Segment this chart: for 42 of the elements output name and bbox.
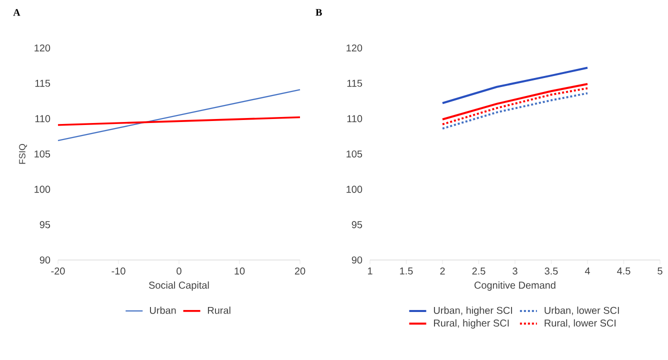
x-tick-label: 1.5 (400, 268, 413, 274)
x-tick-label: 5 (658, 268, 662, 274)
x-tick-label: 3 (512, 268, 518, 275)
chart-title: B (316, 9, 322, 16)
line-series (442, 87, 589, 126)
x-tick-label: 4 (584, 268, 590, 274)
x-tick-label: 1 (368, 268, 372, 274)
y-tick-label: 90 (40, 256, 50, 264)
chart-title: A (13, 9, 20, 16)
y-tick-label: 95 (352, 221, 362, 228)
y-tick-label: 95 (40, 221, 50, 228)
y-tick-label: 110 (347, 115, 362, 122)
x-tick-label: 3.5 (544, 268, 558, 275)
y-tick-label: 105 (346, 150, 362, 158)
x-tick-label: -10 (112, 268, 126, 275)
y-tick-label: 120 (346, 44, 362, 52)
x-tick-label: 4.5 (617, 268, 630, 274)
legend-label: Rural, lower SCI (544, 319, 616, 328)
y-tick-label: 110 (35, 115, 50, 122)
x-tick-label: 0 (176, 268, 182, 275)
y-tick-label: 115 (35, 80, 50, 87)
y-tick-label: 120 (34, 44, 50, 52)
legend-label: Urban, higher SCI (434, 306, 512, 316)
line-series (442, 66, 589, 104)
x-tick-label: -20 (51, 268, 65, 275)
y-tick-label: 90 (352, 256, 362, 264)
y-axis-title: FSIQ (19, 144, 28, 164)
x-tick-label: 2 (440, 268, 445, 274)
x-tick-label: 2.5 (472, 268, 486, 275)
legend-label: Rural, higher SCI (434, 319, 509, 329)
x-axis-title: Cognitive Demand (474, 281, 556, 291)
legend-label: Urban (150, 306, 176, 314)
y-tick-label: 105 (34, 150, 50, 158)
y-tick-label: 115 (347, 80, 362, 87)
legend-label: Urban, lower SCI (544, 306, 619, 316)
line-series (442, 92, 589, 130)
legend-label: Rural (208, 306, 230, 314)
y-tick-label: 100 (34, 186, 50, 193)
x-axis-title: Social Capital (148, 281, 209, 291)
y-tick-label: 100 (346, 186, 362, 193)
x-tick-label: 20 (294, 268, 306, 275)
x-tick-label: 10 (234, 268, 245, 275)
